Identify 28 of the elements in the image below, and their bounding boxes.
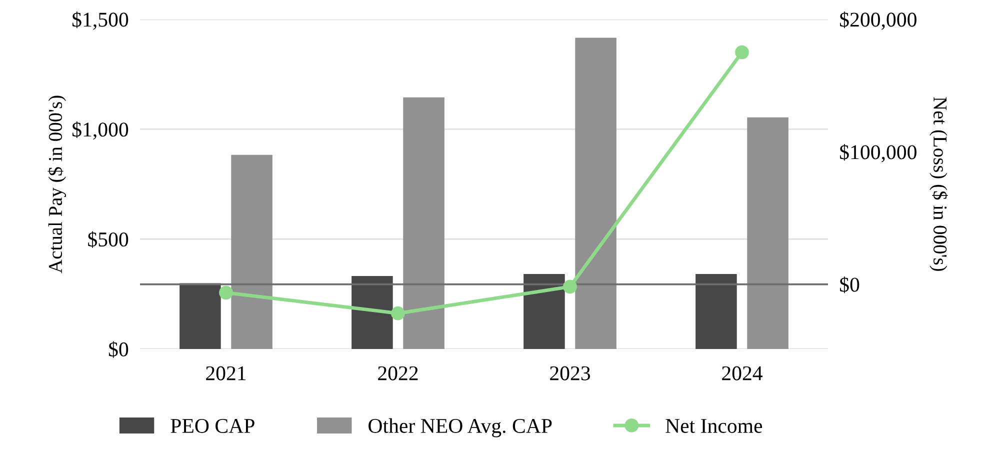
bar [575,38,616,349]
bar [231,154,272,349]
y2-tick-label: $100,000 [840,144,916,162]
bar [696,274,737,349]
bar [352,276,393,349]
x-tick-label: 2022 [378,366,418,380]
y2-tick-label: $200,000 [840,11,916,30]
point [219,286,233,300]
legend-label: Other NEO Avg. CAP [368,418,552,438]
point [735,45,749,60]
x-tick-label: 2024 [722,366,763,380]
y-tick-label: $1,000 [72,121,128,140]
legend-label: PEO CAP [170,418,254,433]
legend-label: Net Income [666,419,762,433]
bar [180,283,221,349]
bar [403,97,444,349]
y-tick-label: $500 [88,231,128,248]
y-tick-label: $1,500 [72,11,128,30]
y2-tick-label: $0 [840,276,860,294]
y-axis-title: Actual Pay ($ in 000's) [48,96,66,274]
bar [747,117,788,349]
bar [524,274,565,349]
y-tick-label: $0 [108,341,128,358]
x-tick-label: 2021 [206,366,246,380]
point [391,306,405,320]
point [563,280,577,294]
x-tick-label: 2023 [550,366,590,380]
y2-axis-title: Net (Loss) ($ in 000's) [930,97,948,271]
